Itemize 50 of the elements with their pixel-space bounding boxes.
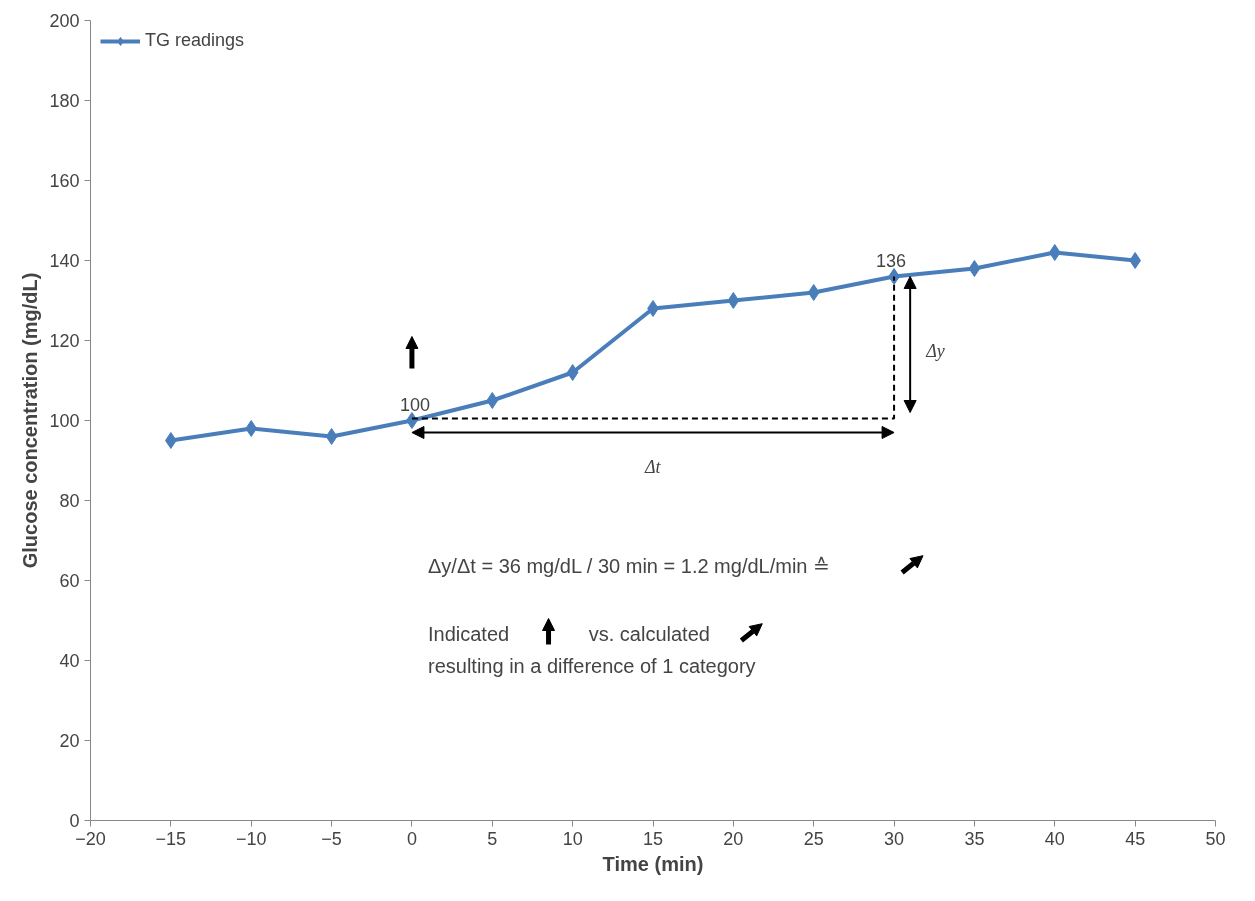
point xyxy=(1048,244,1061,261)
y-tick-label: 20 xyxy=(59,731,80,751)
x-tick-label: 5 xyxy=(487,828,498,849)
x-tick-label: −5 xyxy=(321,828,342,849)
point xyxy=(1129,252,1141,269)
point xyxy=(647,300,659,317)
point xyxy=(245,420,258,437)
x-tick-label: −10 xyxy=(235,828,267,849)
annotation: 136 xyxy=(876,250,907,271)
x-tick-label: 30 xyxy=(884,828,905,849)
y-tick-label: 100 xyxy=(49,411,80,431)
annotation: Δy/Δt = 36 mg/dL / 30 min = 1.2 mg/dL/min ≙ xyxy=(428,554,831,577)
y-tick-label: 60 xyxy=(59,571,80,591)
point xyxy=(888,268,900,285)
y-tick-label: 80 xyxy=(59,491,80,511)
x-tick-label: 0 xyxy=(406,828,417,849)
legend-label: TG readings xyxy=(145,30,245,51)
x-tick-label: −20 xyxy=(75,828,106,849)
y-tick-label: 120 xyxy=(49,331,80,351)
x-tick-label: 15 xyxy=(642,828,664,849)
annotation: resulting in a difference of 1 category xyxy=(428,654,756,677)
y-tick-label: 160 xyxy=(49,171,80,191)
x-tick-label: 10 xyxy=(562,828,583,849)
x-axis-title: Time (min) xyxy=(602,852,704,875)
y-tick-label: 40 xyxy=(59,651,80,671)
annotation: 100 xyxy=(399,394,430,415)
annotation: Δy xyxy=(925,340,945,361)
x-tick-label: 50 xyxy=(1205,828,1226,849)
x-tick-label: 45 xyxy=(1125,828,1146,849)
x-tick-label: 40 xyxy=(1044,828,1065,849)
annotation: Δt xyxy=(643,456,662,477)
y-tick-label: 140 xyxy=(49,251,80,271)
point xyxy=(486,392,499,409)
annotation: vs. calculated xyxy=(588,622,710,645)
x-tick-label: 20 xyxy=(723,828,744,849)
point xyxy=(406,412,418,429)
point xyxy=(727,292,740,309)
x-tick-label: −15 xyxy=(155,828,187,849)
x-tick-label: 25 xyxy=(803,828,824,849)
point xyxy=(807,284,820,301)
annotation: Indicated xyxy=(428,622,510,645)
point xyxy=(165,432,177,449)
y-axis-title: Glucose concentration (mg/dL) xyxy=(19,272,42,569)
y-tick-label: 180 xyxy=(49,91,80,111)
x-tick-label: 35 xyxy=(964,828,985,849)
point xyxy=(968,260,981,277)
y-tick-label: 200 xyxy=(49,11,80,31)
point xyxy=(566,364,579,381)
y-tick-label: 0 xyxy=(69,811,80,831)
point xyxy=(325,428,338,445)
